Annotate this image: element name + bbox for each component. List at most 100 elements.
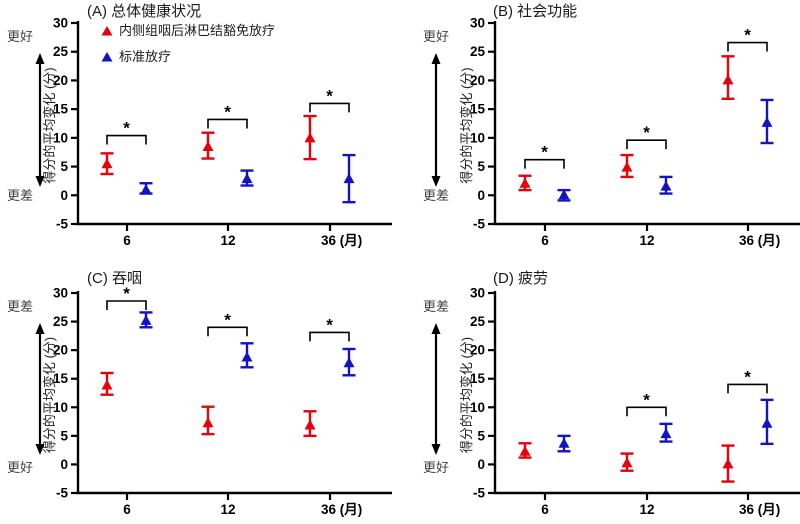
y-tick-label: 10 [470,400,485,415]
direction-label-bottom: 更差 [423,188,449,203]
y-tick-label: -5 [56,486,68,501]
x-tick-label: 12 [639,233,654,248]
significance-star: * [744,367,751,386]
x-tick-label: 36 (月) [739,502,780,517]
y-tick-label: -5 [473,486,485,501]
mean-marker-triangle-icon [660,428,672,439]
mean-marker-triangle-icon [140,184,152,195]
data-point-sparing [201,405,215,436]
direction-label-top: 更好 [7,29,33,44]
significance-star: * [224,310,231,329]
panel-a-overall-health: 30 25 20 15 10 5 0 -5 6 12 36 (月) 得分的平均变化 (分) 更好 更差 (A… [0,0,400,262]
x-tick-label: 6 [541,233,549,248]
legend-label: 内侧组咽后淋巴结豁免放疗 [119,23,275,38]
mean-marker-triangle-icon [101,158,113,169]
y-tick-label: 5 [477,428,485,443]
significance-star: * [326,86,333,105]
data-point-standard [557,188,571,202]
panel-d-fatigue: 30 25 20 15 10 5 0 -5 6 12 36 (月) 得分的平均变化 (分) 更差 更好 (D… [400,262,800,524]
legend-marker-triangle-icon [101,26,113,36]
y-tick-label: 15 [470,102,486,117]
mean-marker-triangle-icon [761,417,773,428]
direction-label-top: 更好 [423,29,449,44]
x-tick-label: 12 [639,502,654,517]
significance-star: * [123,284,130,303]
direction-label-bottom: 更好 [423,460,449,475]
panel-title: (B) 社会功能 [493,3,577,20]
significance-bracket [727,383,768,394]
y-tick-label: 10 [470,130,485,145]
y-tick-label: -5 [473,217,485,232]
y-axis-title: 得分的平均变化 (分) [42,67,57,183]
data-point-sparing [620,452,634,472]
y-tick-label: 0 [60,188,68,203]
x-tick-label: 36 (月) [321,233,362,248]
data-point-sparing [518,174,532,192]
significance-bracket [626,406,667,417]
mean-marker-triangle-icon [519,177,531,188]
significance-star: * [326,315,333,334]
arrow-head-up-icon [35,323,45,334]
x-tick-label: 36 (月) [321,502,362,517]
mean-marker-triangle-icon [558,189,570,200]
mean-marker-triangle-icon [722,458,734,469]
y-tick-label: 25 [470,314,486,329]
y-tick-label: 30 [470,16,485,31]
data-point-standard [659,175,673,195]
arrow-head-down-icon [35,444,45,455]
significance-star: * [224,102,231,121]
y-tick-label: 10 [53,400,68,415]
significance-star: * [541,143,548,162]
y-tick-label: 0 [477,188,485,203]
data-point-standard [760,398,774,446]
y-tick-label: 15 [53,102,69,117]
significance-bracket [106,300,147,310]
arrow-head-down-icon [35,176,45,187]
legend-item: 标准放疗 [101,49,171,64]
significance-star: * [643,123,650,142]
mean-marker-triangle-icon [621,161,633,172]
significance-bracket [524,158,565,169]
data-point-sparing [721,444,735,483]
panel-title: (A) 总体健康状况 [87,3,201,20]
panel-b-social-function: 30 25 20 15 10 5 0 -5 6 12 36 (月) 得分的平均变化 (分) 更好 更差 (B… [400,0,800,262]
arrow-head-down-icon [431,444,441,455]
data-point-standard [342,347,356,377]
x-tick-label: 6 [541,502,549,517]
data-point-standard [240,169,254,187]
mean-marker-triangle-icon [761,116,773,127]
data-point-sparing [518,442,532,459]
significance-star: * [123,119,130,138]
significance-star: * [744,26,751,45]
y-tick-label: -5 [56,217,68,232]
y-tick-label: 15 [53,371,69,386]
data-point-standard [760,98,774,145]
y-axis-title: 得分的平均变化 (分) [459,337,474,453]
y-tick-label: 30 [53,16,68,31]
mean-marker-triangle-icon [304,419,316,430]
mean-marker-triangle-icon [101,379,113,390]
panel-c-swallowing: 30 25 20 15 10 5 0 -5 6 12 36 (月) 得分的平均变化 (分) 更差 更好 (C… [0,262,400,524]
y-tick-label: 10 [53,130,68,145]
y-tick-label: 5 [477,159,485,174]
arrow-head-down-icon [431,176,441,187]
y-tick-label: 20 [53,343,68,358]
panel-title: (D) 疲劳 [493,270,548,287]
y-tick-label: 30 [470,286,485,301]
mean-marker-triangle-icon [241,351,253,362]
data-point-standard [139,182,153,195]
y-tick-label: 0 [60,457,68,472]
data-point-standard [659,422,673,443]
data-point-standard [342,153,356,204]
y-tick-label: 25 [470,44,486,59]
mean-marker-triangle-icon [722,74,734,85]
significance-bracket [309,331,350,342]
significance-bracket [626,139,667,150]
legend-label: 标准放疗 [119,49,171,64]
x-tick-label: 6 [123,502,131,517]
arrow-head-up-icon [431,323,441,334]
y-axis-title: 得分的平均变化 (分) [459,67,474,183]
